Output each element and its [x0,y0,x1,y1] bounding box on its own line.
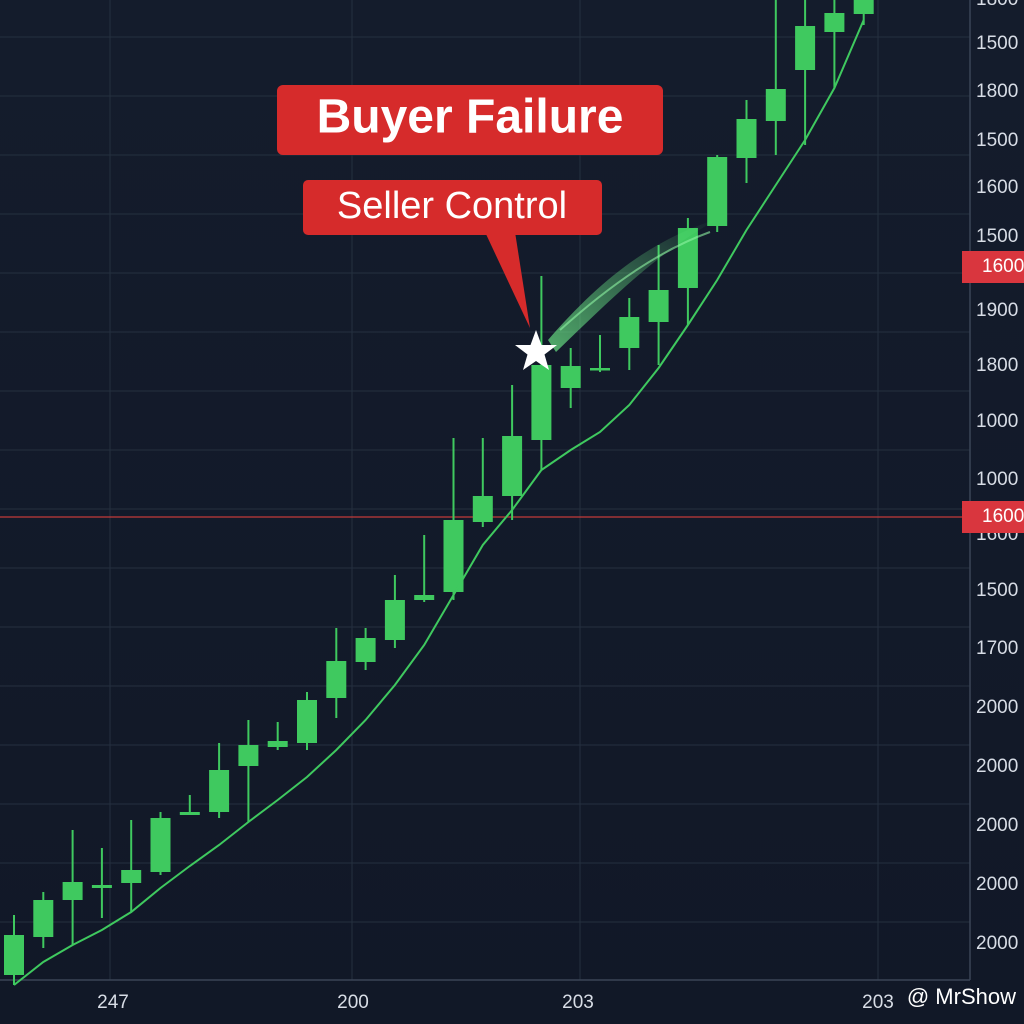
candle-body [238,745,259,766]
candle-body [824,13,845,32]
y-tick-label: 1800 [976,0,1018,10]
candle-body [590,368,610,371]
candle-body [560,366,581,388]
y-tick-label: 2000 [976,756,1018,777]
star-marker [515,330,557,370]
candle-body [384,600,405,640]
y-tick-label: 1900 [976,300,1018,321]
y-tick-label: 1500 [976,130,1018,151]
candle-body [33,900,54,937]
watermark: @ MrShow [907,984,1016,1009]
support-line [13,19,865,986]
candle-body [443,520,464,592]
candle-body [209,770,230,812]
price-marker-box [962,251,1024,283]
candle-body [707,157,728,226]
x-tick-label: 247 [97,992,129,1013]
y-tick-label: 2000 [976,697,1018,718]
y-tick-label: 1600 [976,177,1018,198]
momentum-swoosh [559,231,711,331]
candle-body [91,885,112,888]
y-tick-label: 2000 [976,815,1018,836]
candle-body [267,741,288,747]
y-tick-label: 1500 [976,226,1018,247]
candle-body [765,89,786,121]
y-tick-label: 1800 [976,81,1018,102]
candle-body [853,0,874,14]
candle-body [326,661,347,698]
title-box [277,85,663,155]
candle-body [472,496,493,522]
price-marker-label: 1600 [982,256,1024,277]
subtitle-box [303,180,602,235]
candle-body [4,935,24,975]
x-tick-label: 203 [862,992,894,1013]
candle-body [297,700,317,743]
y-tick-label: 2000 [976,874,1018,895]
axes: 1800 1500 1800 1500 1600 1500 1900 1800 1000 1000… [97,0,1024,1013]
y-tick-label: 1800 [976,355,1018,376]
momentum-swoosh [548,218,720,352]
chart-title: Buyer Failure [317,91,624,144]
candle-body [531,365,552,440]
candle-body [736,119,757,158]
price-marker-label: 1600 [982,506,1024,527]
plot-area [0,0,962,986]
y-tick-label: 1000 [976,411,1018,432]
candle-body [502,436,523,496]
x-tick-label: 203 [562,992,594,1013]
candle-body [179,812,200,815]
candle-body [414,595,435,600]
candle-body [355,638,376,662]
candle-body [150,818,171,872]
price-marker-box [962,501,1024,533]
x-tick-label: 200 [337,992,369,1013]
candle-body [62,882,83,900]
grid [0,0,970,980]
candle-body [619,317,640,348]
candle-body [795,26,816,70]
y-tick-label: 1700 [976,638,1018,659]
candle-body [121,870,142,883]
candle-body [648,290,669,322]
y-tick-label: 1500 [976,580,1018,601]
y-tick-label: 2000 [976,933,1018,954]
y-tick-label: 1000 [976,469,1018,490]
chart-subtitle: Seller Control [337,185,567,227]
y-tick-label: 1500 [976,33,1018,54]
callout-pointer [485,232,530,328]
